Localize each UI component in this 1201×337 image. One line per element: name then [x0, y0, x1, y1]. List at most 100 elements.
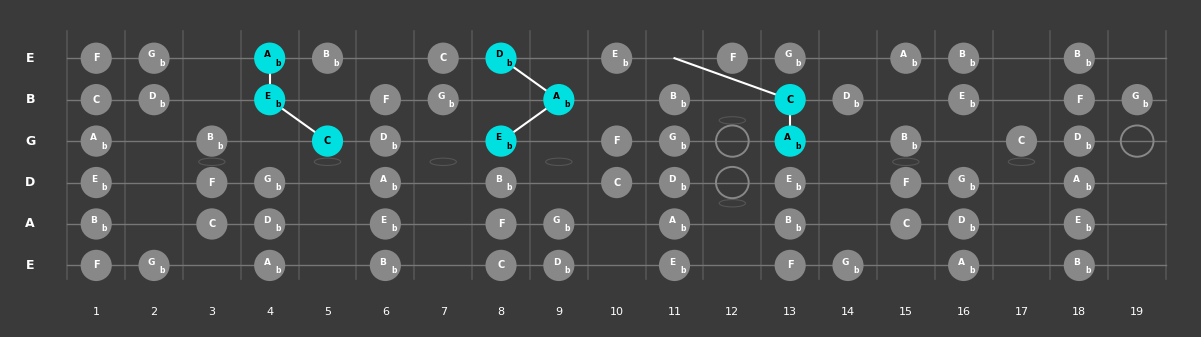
Text: b: b	[854, 266, 859, 275]
Text: B: B	[1074, 257, 1081, 267]
Ellipse shape	[485, 250, 516, 281]
Text: F: F	[729, 53, 736, 63]
Ellipse shape	[255, 250, 286, 281]
Ellipse shape	[485, 208, 516, 240]
Text: E: E	[784, 175, 790, 184]
Ellipse shape	[196, 167, 227, 198]
Ellipse shape	[600, 167, 632, 198]
Text: 8: 8	[497, 307, 504, 317]
Text: b: b	[680, 224, 686, 234]
Ellipse shape	[659, 125, 691, 157]
Text: 1: 1	[92, 307, 100, 317]
Ellipse shape	[659, 167, 691, 198]
Text: B: B	[1074, 50, 1081, 59]
Text: E: E	[380, 216, 386, 225]
Text: C: C	[208, 219, 215, 229]
Text: E: E	[91, 175, 97, 184]
Text: b: b	[102, 224, 107, 234]
Ellipse shape	[543, 208, 574, 240]
Text: A: A	[264, 50, 270, 59]
Ellipse shape	[370, 125, 401, 157]
Text: G: G	[437, 92, 444, 101]
Ellipse shape	[659, 208, 691, 240]
Text: b: b	[969, 59, 975, 68]
Text: b: b	[102, 142, 107, 151]
Text: G: G	[552, 216, 560, 225]
Text: B: B	[784, 216, 791, 225]
Text: F: F	[902, 178, 909, 187]
Text: D: D	[380, 133, 387, 142]
Text: b: b	[275, 59, 281, 68]
Text: b: b	[507, 59, 512, 68]
Text: F: F	[209, 178, 215, 187]
Ellipse shape	[485, 167, 516, 198]
Text: b: b	[392, 183, 396, 192]
Text: b: b	[912, 59, 916, 68]
Ellipse shape	[1064, 42, 1095, 74]
Text: C: C	[92, 95, 100, 105]
Text: G: G	[1131, 92, 1139, 101]
Ellipse shape	[775, 250, 806, 281]
Text: E: E	[1074, 216, 1080, 225]
Ellipse shape	[948, 42, 979, 74]
Ellipse shape	[138, 42, 169, 74]
Ellipse shape	[832, 84, 864, 115]
Text: E: E	[669, 257, 675, 267]
Text: 5: 5	[324, 307, 331, 317]
Ellipse shape	[717, 42, 748, 74]
Text: 7: 7	[440, 307, 447, 317]
Ellipse shape	[485, 42, 516, 74]
Ellipse shape	[80, 208, 112, 240]
Circle shape	[719, 200, 746, 207]
Text: A: A	[900, 50, 907, 59]
Ellipse shape	[543, 84, 574, 115]
Ellipse shape	[255, 84, 286, 115]
Ellipse shape	[428, 84, 459, 115]
Text: C: C	[613, 178, 620, 187]
Text: b: b	[969, 266, 975, 275]
Ellipse shape	[312, 125, 343, 157]
Text: G: G	[148, 50, 155, 59]
Ellipse shape	[1006, 125, 1036, 157]
Text: 12: 12	[725, 307, 740, 317]
Text: b: b	[796, 183, 801, 192]
Text: b: b	[102, 183, 107, 192]
Ellipse shape	[80, 250, 112, 281]
Ellipse shape	[485, 125, 516, 157]
Ellipse shape	[138, 84, 169, 115]
Text: D: D	[25, 176, 35, 189]
Text: b: b	[1085, 142, 1091, 151]
Ellipse shape	[600, 125, 632, 157]
Text: 13: 13	[783, 307, 797, 317]
Ellipse shape	[80, 42, 112, 74]
Circle shape	[892, 158, 919, 165]
Text: G: G	[842, 257, 849, 267]
Text: B: B	[669, 92, 675, 101]
Text: B: B	[900, 133, 907, 142]
Text: 10: 10	[610, 307, 623, 317]
Text: E: E	[611, 50, 617, 59]
Ellipse shape	[775, 84, 806, 115]
Ellipse shape	[1064, 84, 1095, 115]
Text: F: F	[382, 95, 389, 105]
Text: b: b	[854, 100, 859, 109]
Ellipse shape	[890, 208, 921, 240]
Ellipse shape	[1064, 208, 1095, 240]
Text: G: G	[669, 133, 676, 142]
Ellipse shape	[1122, 84, 1153, 115]
Ellipse shape	[948, 208, 979, 240]
Text: B: B	[322, 50, 329, 59]
Ellipse shape	[1064, 250, 1095, 281]
Text: F: F	[614, 136, 620, 146]
Ellipse shape	[196, 125, 227, 157]
Text: b: b	[796, 142, 801, 151]
Text: b: b	[564, 100, 570, 109]
Text: b: b	[912, 142, 916, 151]
Text: D: D	[669, 175, 676, 184]
Text: E: E	[264, 92, 270, 101]
Text: F: F	[92, 53, 100, 63]
Ellipse shape	[196, 208, 227, 240]
Text: b: b	[275, 224, 281, 234]
Text: A: A	[1074, 175, 1081, 184]
Text: b: b	[275, 100, 281, 109]
